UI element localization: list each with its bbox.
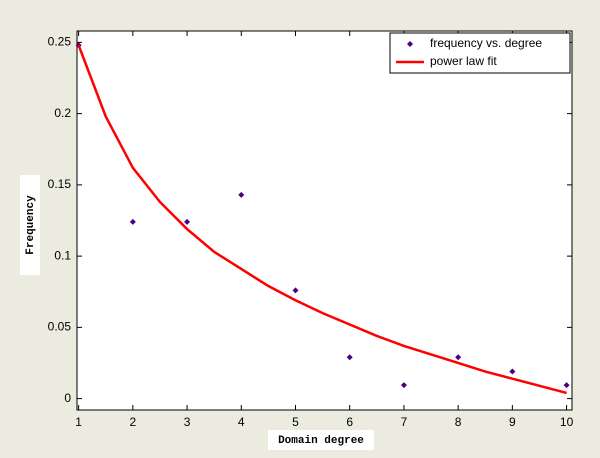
x-tick-label: 3 (184, 415, 191, 429)
x-tick-label: 10 (560, 415, 574, 429)
plot-area (76, 30, 573, 411)
legend-marker (407, 41, 413, 47)
y-tick-label: 0 (64, 391, 71, 405)
x-tick-label: 8 (455, 415, 462, 429)
x-tick-label: 4 (238, 415, 245, 429)
point (129, 218, 136, 225)
x-label-box (268, 430, 374, 450)
point (238, 191, 245, 198)
legend-box (389, 32, 571, 74)
point (509, 368, 516, 375)
y-tick-label: 0.15 (48, 177, 72, 191)
x-tick-label: 6 (346, 415, 353, 429)
legend-label: power law fit (430, 54, 497, 68)
point (400, 382, 407, 389)
x-tick-label: 5 (292, 415, 299, 429)
legend-label: frequency vs. degree (430, 36, 542, 50)
point (292, 287, 299, 294)
x-tick-label: 9 (509, 415, 516, 429)
point (184, 218, 191, 225)
y-axis-label: Frequency (25, 195, 37, 255)
x-tick-label: 7 (401, 415, 408, 429)
x-tick-label: 2 (129, 415, 136, 429)
y-label-box (20, 175, 40, 275)
y-tick-label: 0.1 (54, 248, 71, 262)
y-tick-label: 0.25 (48, 35, 72, 49)
point (563, 382, 570, 389)
x-axis-label: Domain degree (278, 435, 364, 447)
x-tick-label: 1 (75, 415, 82, 429)
y-tick-label: 0.2 (54, 106, 71, 120)
point (346, 354, 353, 361)
y-tick-label: 0.05 (48, 320, 72, 334)
fit-line (77, 44, 567, 395)
point (455, 354, 462, 361)
